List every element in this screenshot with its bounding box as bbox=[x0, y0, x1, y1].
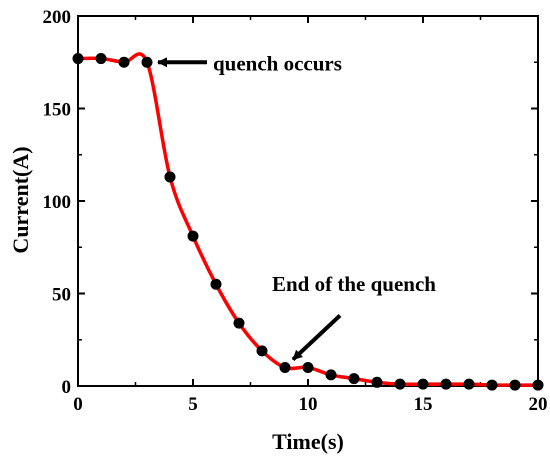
end-of-quench-arrow bbox=[291, 314, 342, 361]
data-point bbox=[72, 53, 84, 65]
y-axis-label: Current(A) bbox=[8, 146, 33, 253]
data-point bbox=[118, 56, 130, 68]
x-tick-label: 10 bbox=[299, 394, 318, 415]
x-tick-label: 5 bbox=[188, 394, 198, 415]
series bbox=[72, 52, 544, 391]
x-tick-label: 0 bbox=[73, 394, 83, 415]
data-point bbox=[417, 378, 429, 390]
y-tick-label: 100 bbox=[43, 192, 72, 213]
data-point bbox=[440, 378, 452, 390]
quench-occurs-label: quench occurs bbox=[213, 51, 342, 75]
data-point bbox=[463, 378, 475, 390]
data-point bbox=[532, 379, 544, 391]
x-tick-label: 20 bbox=[529, 394, 548, 415]
end-of-quench-label: End of the quench bbox=[272, 272, 436, 296]
data-point bbox=[95, 53, 107, 65]
data-point bbox=[210, 278, 222, 290]
data-point bbox=[233, 317, 245, 329]
data-point bbox=[325, 369, 337, 381]
data-point bbox=[486, 379, 498, 391]
y-tick-label: 50 bbox=[52, 285, 71, 306]
y-tick-label: 150 bbox=[43, 100, 72, 121]
y-tick-label: 0 bbox=[62, 377, 72, 398]
annotations: quench occurs End of the quench bbox=[157, 51, 436, 361]
data-point bbox=[164, 171, 176, 183]
data-point bbox=[279, 362, 291, 373]
y-tick-label: 200 bbox=[43, 7, 72, 28]
data-point bbox=[256, 345, 268, 357]
data-point bbox=[394, 378, 406, 390]
x-axis-label: Time(s) bbox=[272, 429, 344, 454]
data-point bbox=[302, 362, 314, 373]
data-point bbox=[141, 56, 153, 68]
x-tick-labels: 0 5 10 15 20 bbox=[73, 394, 547, 415]
data-point bbox=[187, 230, 199, 242]
series-line bbox=[77, 52, 538, 387]
x-tick-label: 15 bbox=[414, 394, 433, 415]
data-point bbox=[348, 373, 360, 385]
data-point bbox=[509, 379, 521, 391]
data-point bbox=[371, 376, 383, 388]
y-tick-labels: 0 50 100 150 200 bbox=[43, 7, 72, 398]
